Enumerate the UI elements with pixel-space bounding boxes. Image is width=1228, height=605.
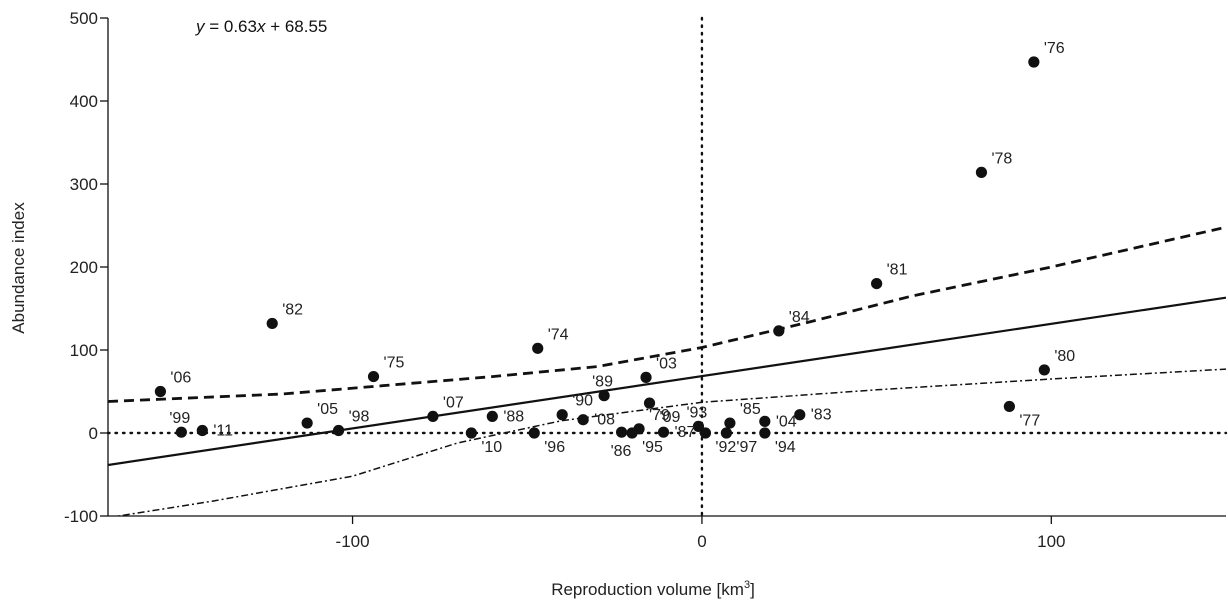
data-point bbox=[871, 278, 883, 290]
data-point-label: '11 bbox=[213, 423, 233, 440]
equation-slope: = 0.63 bbox=[205, 17, 257, 36]
data-point bbox=[196, 424, 208, 437]
upper-confidence-line bbox=[108, 225, 1226, 403]
data-point-label: '10 bbox=[481, 439, 502, 456]
data-point-label: '03 bbox=[656, 355, 677, 372]
data-point-label: '95 bbox=[642, 439, 663, 456]
data-point-label: '88 bbox=[503, 408, 524, 425]
data-point-label: '76 bbox=[1044, 40, 1065, 57]
data-point bbox=[720, 427, 732, 439]
data-point-label: '99 bbox=[169, 410, 190, 427]
data-point-label: '96 bbox=[544, 439, 565, 456]
data-point-label: '80 bbox=[1054, 348, 1075, 365]
data-point-label: '92 bbox=[715, 439, 736, 456]
data-point bbox=[1003, 400, 1015, 413]
data-point-label: '77 bbox=[1019, 412, 1040, 429]
data-point bbox=[266, 317, 278, 330]
data-point-label: '86 bbox=[611, 443, 632, 460]
data-point bbox=[175, 426, 187, 438]
data-point-label: '85 bbox=[740, 401, 761, 418]
y-tick-label: 0 bbox=[89, 424, 98, 443]
data-point-label: '08 bbox=[594, 412, 615, 429]
data-point bbox=[598, 390, 610, 402]
data-point bbox=[427, 410, 439, 422]
axes bbox=[107, 18, 1226, 517]
data-point bbox=[1038, 364, 1050, 376]
y-tick-label: 500 bbox=[70, 9, 98, 28]
data-point bbox=[724, 417, 736, 429]
x-tick-label: 0 bbox=[697, 532, 706, 551]
data-point-label: '89 bbox=[592, 374, 613, 391]
point-labels: '76 '78 '81 '82 '84 '74 '80 '75 '03 '06 '89 '09 '77 '… bbox=[169, 40, 1075, 460]
data-point bbox=[465, 427, 477, 439]
data-point bbox=[528, 427, 540, 439]
data-point-label: '94 bbox=[775, 439, 796, 456]
lower-confidence-line bbox=[113, 368, 1226, 516]
data-point bbox=[532, 342, 544, 354]
data-point bbox=[486, 410, 498, 422]
data-point bbox=[759, 427, 771, 439]
data-points bbox=[154, 56, 1050, 439]
y-tick-label: 400 bbox=[70, 92, 98, 111]
x-axis-title-main: Reproduction volume [km bbox=[551, 580, 744, 599]
data-point-label: '06 bbox=[170, 370, 191, 387]
ticks: -100 0 100 200 300 400 500 -100 0 100 bbox=[64, 9, 1066, 551]
regression-equation: y = 0.63x + 68.55 bbox=[195, 17, 327, 36]
equation-x: x bbox=[256, 17, 266, 36]
data-point bbox=[615, 426, 628, 438]
data-point bbox=[301, 417, 313, 429]
fit-lines bbox=[108, 225, 1226, 516]
data-point-label: '07 bbox=[443, 394, 464, 411]
data-point bbox=[759, 415, 771, 427]
x-axis-title: Reproduction volume [km3] bbox=[551, 579, 755, 599]
x-axis-title-superscript: 3 bbox=[744, 579, 750, 591]
data-point-label: '05 bbox=[317, 401, 338, 418]
data-point bbox=[657, 426, 670, 438]
data-point bbox=[692, 420, 705, 432]
reference-lines bbox=[106, 16, 1228, 518]
y-axis-title: Abundance index bbox=[9, 202, 28, 334]
data-point-label: '97 bbox=[736, 439, 757, 456]
data-point-label: '84 bbox=[789, 309, 810, 326]
data-point bbox=[332, 424, 345, 437]
y-tick-label: 300 bbox=[70, 175, 98, 194]
data-point bbox=[794, 409, 806, 421]
data-point bbox=[154, 385, 167, 398]
data-point-label: '09 bbox=[660, 409, 681, 426]
data-point bbox=[975, 166, 988, 178]
x-tick-label: 100 bbox=[1037, 532, 1065, 551]
data-point-label: '75 bbox=[384, 355, 405, 372]
data-point bbox=[556, 409, 568, 421]
data-point bbox=[773, 325, 785, 337]
data-point-label: '79 bbox=[649, 407, 670, 424]
data-point bbox=[626, 427, 638, 439]
data-point bbox=[640, 371, 652, 383]
data-point-label: '78 bbox=[991, 150, 1012, 167]
equation-intercept: + 68.55 bbox=[265, 17, 327, 36]
data-point-label: '82 bbox=[282, 301, 303, 318]
data-point bbox=[577, 414, 589, 426]
data-point-label: '87 bbox=[675, 424, 696, 441]
data-point-label: '90 bbox=[572, 393, 593, 410]
y-tick-label: -100 bbox=[64, 507, 98, 526]
data-point-label: '74 bbox=[548, 326, 569, 343]
data-point bbox=[699, 427, 712, 439]
x-tick-label: -100 bbox=[336, 532, 370, 551]
regression-line bbox=[108, 296, 1226, 467]
x-axis-title-end: ] bbox=[750, 580, 755, 599]
data-point-label: '98 bbox=[349, 409, 370, 426]
y-tick-label: 100 bbox=[70, 341, 98, 360]
data-point-label: '83 bbox=[811, 407, 832, 424]
equation-y: y bbox=[195, 17, 206, 36]
data-point bbox=[643, 397, 656, 409]
data-point-label: '93 bbox=[686, 404, 707, 421]
data-point-label: '04 bbox=[776, 413, 797, 430]
data-point bbox=[1028, 56, 1040, 68]
data-point bbox=[367, 370, 380, 383]
data-point-label: '81 bbox=[887, 262, 908, 279]
y-tick-label: 200 bbox=[70, 258, 98, 277]
